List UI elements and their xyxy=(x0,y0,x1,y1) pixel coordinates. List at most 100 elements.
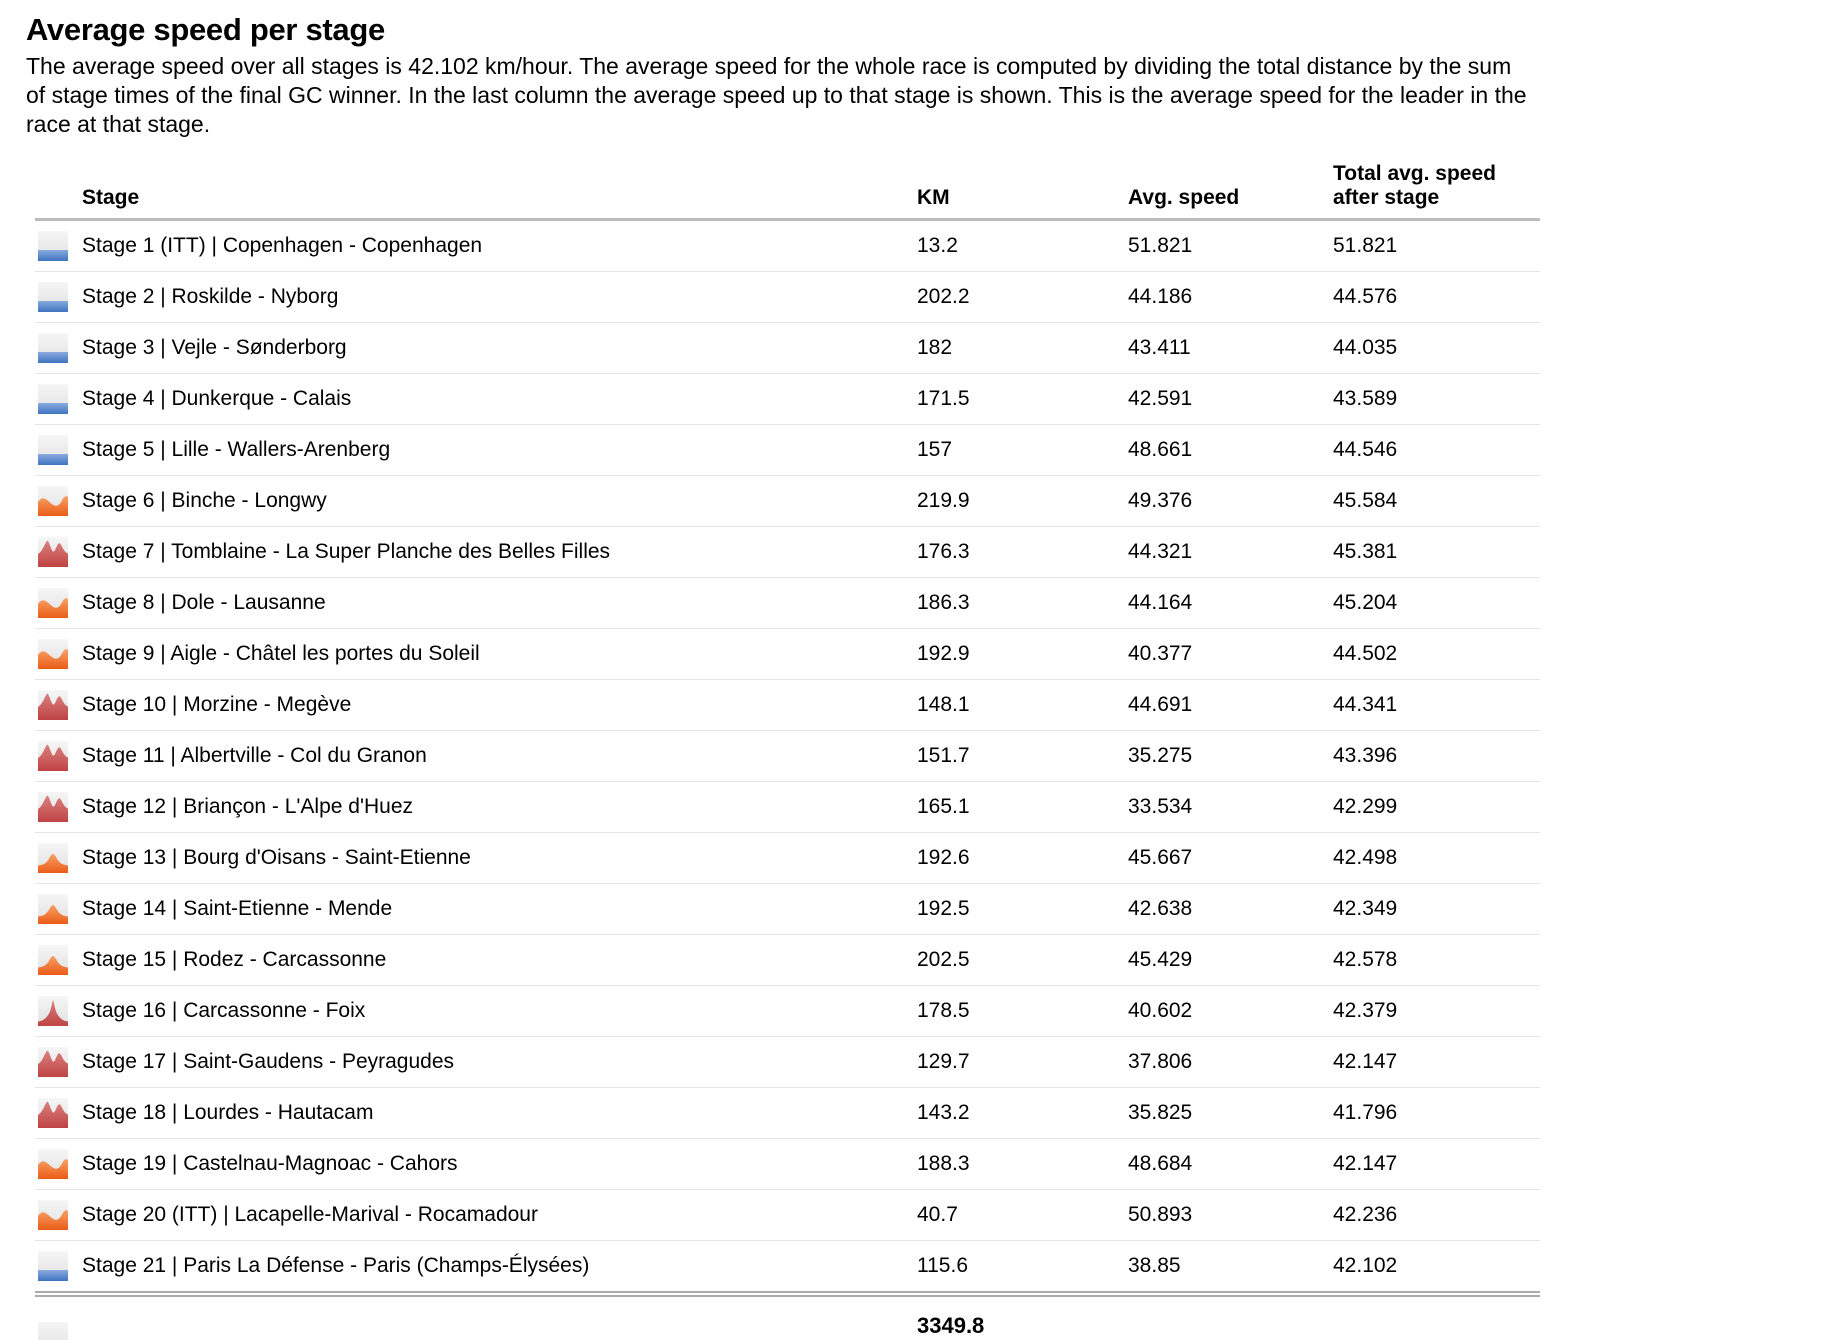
hill-stage-profile-icon xyxy=(38,944,68,975)
stage-name-cell[interactable]: Stage 21 | Paris La Défense - Paris (Cha… xyxy=(82,1240,917,1297)
stage-name-cell[interactable]: Stage 14 | Saint-Etienne - Mende xyxy=(82,883,917,935)
mountain-stage-profile-icon xyxy=(38,1097,68,1128)
stage-name-cell[interactable]: Stage 20 (ITT) | Lacapelle-Marival - Roc… xyxy=(82,1189,917,1241)
column-header-km: KM xyxy=(917,161,1128,221)
stage-name-cell[interactable]: Stage 1 (ITT) | Copenhagen - Copenhagen xyxy=(82,219,917,272)
mountain-stage-profile-icon xyxy=(38,536,68,567)
avg-speed-cell: 43.411 xyxy=(1128,322,1333,374)
total-avg-speed-cell: 44.546 xyxy=(1333,424,1540,476)
stage-name-cell[interactable]: Stage 13 | Bourg d'Oisans - Saint-Etienn… xyxy=(82,832,917,884)
stage-name-cell[interactable]: Stage 7 | Tomblaine - La Super Planche d… xyxy=(82,526,917,578)
stage-profile-cell xyxy=(35,628,82,680)
stage-profile-cell xyxy=(35,219,82,272)
avg-speed-cell: 44.321 xyxy=(1128,526,1333,578)
stage-profile-cell xyxy=(35,1240,82,1297)
stage-profile-cell xyxy=(35,1087,82,1139)
avg-speed-cell: 45.667 xyxy=(1128,832,1333,884)
table-row: Stage 16 | Carcassonne - Foix 178.5 40.602… xyxy=(35,985,1540,1037)
stage-name-cell[interactable]: Stage 16 | Carcassonne - Foix xyxy=(82,985,917,1037)
stage-name-cell[interactable]: Stage 15 | Rodez - Carcassonne xyxy=(82,934,917,986)
table-row: Stage 21 | Paris La Défense - Paris (Cha… xyxy=(35,1240,1540,1297)
km-cell: 115.6 xyxy=(917,1240,1128,1297)
stage-profile-cell xyxy=(35,934,82,986)
table-row: Stage 5 | Lille - Wallers-Arenberg 157 48.… xyxy=(35,424,1540,476)
total-row-stage-cell xyxy=(82,1294,917,1340)
flat-stage-profile-icon xyxy=(38,281,68,312)
avg-speed-cell: 48.684 xyxy=(1128,1138,1333,1190)
total-avg-speed-cell: 41.796 xyxy=(1333,1087,1540,1139)
table-row: Stage 12 | Briançon - L'Alpe d'Huez 165.1… xyxy=(35,781,1540,833)
km-cell: 157 xyxy=(917,424,1128,476)
stage-name-cell[interactable]: Stage 5 | Lille - Wallers-Arenberg xyxy=(82,424,917,476)
total-avg-speed-cell: 42.147 xyxy=(1333,1138,1540,1190)
table-row: Stage 11 | Albertville - Col du Granon 15… xyxy=(35,730,1540,782)
km-cell: 219.9 xyxy=(917,475,1128,527)
table-row: Stage 3 | Vejle - Sønderborg 182 43.411 44.… xyxy=(35,322,1540,374)
hill-stage-profile-icon xyxy=(38,842,68,873)
mountain-stage-profile-icon xyxy=(38,689,68,720)
total-row: 3349.8 xyxy=(35,1294,1540,1340)
stage-name-cell[interactable]: Stage 6 | Binche - Longwy xyxy=(82,475,917,527)
stage-profile-cell xyxy=(35,883,82,935)
avg-speed-cell: 40.602 xyxy=(1128,985,1333,1037)
stage-name-cell[interactable]: Stage 4 | Dunkerque - Calais xyxy=(82,373,917,425)
flat-stage-profile-icon xyxy=(38,434,68,465)
column-header-total-avg-speed: Total avg. speed after stage xyxy=(1333,161,1540,221)
table-row: Stage 14 | Saint-Etienne - Mende 192.5 42.… xyxy=(35,883,1540,935)
avg-speed-cell: 48.661 xyxy=(1128,424,1333,476)
stage-name-cell[interactable]: Stage 19 | Castelnau-Magnoac - Cahors xyxy=(82,1138,917,1190)
total-avg-speed-cell: 42.379 xyxy=(1333,985,1540,1037)
avg-speed-cell: 49.376 xyxy=(1128,475,1333,527)
km-cell: 202.2 xyxy=(917,271,1128,323)
stage-profile-cell xyxy=(35,526,82,578)
stage-profile-cell xyxy=(35,322,82,374)
avg-speed-cell: 38.85 xyxy=(1128,1240,1333,1297)
clipped-next-row-flat-stage-icon xyxy=(38,1322,68,1340)
km-cell: 192.5 xyxy=(917,883,1128,935)
km-cell: 192.6 xyxy=(917,832,1128,884)
stage-table-body: Stage 1 (ITT) | Copenhagen - Copenhagen 1… xyxy=(35,219,1540,1297)
column-header-icon xyxy=(35,161,82,221)
stage-name-cell[interactable]: Stage 9 | Aigle - Châtel les portes du S… xyxy=(82,628,917,680)
table-row: Stage 13 | Bourg d'Oisans - Saint-Etienn… xyxy=(35,832,1540,884)
table-row: Stage 2 | Roskilde - Nyborg 202.2 44.186 44… xyxy=(35,271,1540,323)
stage-profile-cell xyxy=(35,577,82,629)
stage-name-cell[interactable]: Stage 8 | Dole - Lausanne xyxy=(82,577,917,629)
stage-name-cell[interactable]: Stage 17 | Saint-Gaudens - Peyragudes xyxy=(82,1036,917,1088)
avg-speed-cell: 44.691 xyxy=(1128,679,1333,731)
stage-profile-cell xyxy=(35,373,82,425)
total-avg-speed-cell: 42.147 xyxy=(1333,1036,1540,1088)
table-row: Stage 15 | Rodez - Carcassonne 202.5 45.42… xyxy=(35,934,1540,986)
km-cell: 151.7 xyxy=(917,730,1128,782)
stage-profile-cell xyxy=(35,424,82,476)
avg-speed-cell: 45.429 xyxy=(1128,934,1333,986)
table-row: Stage 10 | Morzine - Megève 148.1 44.691 44… xyxy=(35,679,1540,731)
flat-stage-profile-icon xyxy=(38,1322,68,1340)
stage-name-cell[interactable]: Stage 2 | Roskilde - Nyborg xyxy=(82,271,917,323)
avg-speed-cell: 42.591 xyxy=(1128,373,1333,425)
flat-stage-profile-icon xyxy=(38,1250,68,1281)
hilly-stage-profile-icon xyxy=(38,638,68,669)
km-cell: 188.3 xyxy=(917,1138,1128,1190)
column-header-stage: Stage xyxy=(82,161,917,221)
mountain-stage-profile-icon xyxy=(38,1046,68,1077)
avg-speed-cell: 44.164 xyxy=(1128,577,1333,629)
total-avg-speed-cell: 42.578 xyxy=(1333,934,1540,986)
stage-profile-cell xyxy=(35,1036,82,1088)
km-cell: 171.5 xyxy=(917,373,1128,425)
total-avg-speed-cell: 45.584 xyxy=(1333,475,1540,527)
stage-name-cell[interactable]: Stage 11 | Albertville - Col du Granon xyxy=(82,730,917,782)
km-cell: 176.3 xyxy=(917,526,1128,578)
stage-name-cell[interactable]: Stage 18 | Lourdes - Hautacam xyxy=(82,1087,917,1139)
km-cell: 143.2 xyxy=(917,1087,1128,1139)
stage-name-cell[interactable]: Stage 12 | Briançon - L'Alpe d'Huez xyxy=(82,781,917,833)
total-avg-speed-cell: 42.498 xyxy=(1333,832,1540,884)
flat-stage-profile-icon xyxy=(38,383,68,414)
total-avg-speed-cell: 44.341 xyxy=(1333,679,1540,731)
stage-name-cell[interactable]: Stage 3 | Vejle - Sønderborg xyxy=(82,322,917,374)
page-title: Average speed per stage xyxy=(26,12,385,47)
stage-name-cell[interactable]: Stage 10 | Morzine - Megève xyxy=(82,679,917,731)
mountain-stage-profile-icon xyxy=(38,740,68,771)
table-row: Stage 8 | Dole - Lausanne 186.3 44.164 45.2… xyxy=(35,577,1540,629)
